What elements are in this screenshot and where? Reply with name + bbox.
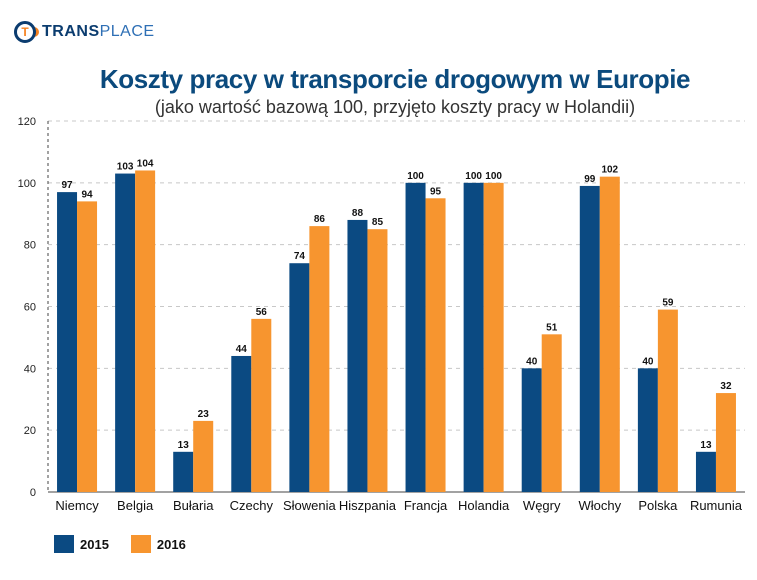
data-label-2015: 13 bbox=[700, 440, 712, 451]
bar-2016 bbox=[425, 198, 446, 492]
legend-item-2015: 2015 bbox=[54, 535, 109, 553]
data-label-2015: 40 bbox=[642, 356, 654, 367]
x-tick-label: Niemcy bbox=[55, 498, 99, 513]
data-label-2015: 13 bbox=[178, 440, 190, 451]
data-label-2015: 44 bbox=[236, 344, 248, 355]
transplace-logo: T TRANSPLACE bbox=[14, 20, 155, 44]
y-tick-label: 40 bbox=[24, 363, 36, 375]
bar-2016 bbox=[193, 420, 214, 492]
data-label-2016: 59 bbox=[662, 298, 674, 309]
y-tick-label: 0 bbox=[30, 487, 36, 499]
data-label-2016: 56 bbox=[256, 307, 268, 318]
data-label-2016: 95 bbox=[430, 186, 442, 197]
bar-2015 bbox=[347, 219, 368, 492]
legend-label-2015: 2015 bbox=[80, 536, 109, 552]
bar-2015 bbox=[115, 173, 136, 492]
data-label-2016: 86 bbox=[314, 214, 326, 225]
x-tick-label: Włochy bbox=[578, 498, 621, 513]
bar-2015 bbox=[57, 192, 78, 492]
data-label-2015: 103 bbox=[117, 162, 134, 173]
x-tick-label: Węgry bbox=[523, 498, 561, 513]
chart-subtitle: (jako wartość bazową 100, przyjęto koszt… bbox=[154, 97, 636, 117]
bar-2015 bbox=[695, 451, 716, 492]
x-tick-label: Słowenia bbox=[283, 498, 337, 513]
bar-2016 bbox=[135, 170, 156, 492]
x-tick-label: Polska bbox=[638, 498, 678, 513]
bar-2015 bbox=[173, 451, 194, 492]
x-tick-label: Rumunia bbox=[690, 498, 743, 513]
bar-2015 bbox=[463, 182, 484, 493]
legend-item-2016: 2016 bbox=[130, 535, 186, 553]
logo-wordmark: TRANSPLACE bbox=[42, 23, 155, 40]
bar-2016 bbox=[657, 309, 678, 492]
bar-2016 bbox=[251, 318, 272, 492]
logo-mark-icon: T bbox=[14, 21, 39, 43]
y-tick-label: 100 bbox=[18, 178, 36, 190]
x-tick-label: Francja bbox=[404, 498, 448, 513]
x-tick-label: Bułaria bbox=[173, 498, 214, 513]
y-tick-label: 120 bbox=[18, 116, 36, 128]
bar-2015 bbox=[405, 182, 426, 493]
data-label-2016: 100 bbox=[485, 171, 502, 182]
legend-swatch-2016 bbox=[130, 535, 151, 553]
bar-2016 bbox=[483, 182, 504, 493]
bar-2015 bbox=[637, 368, 658, 492]
data-label-2015: 74 bbox=[294, 251, 306, 262]
bar-2015 bbox=[231, 355, 252, 492]
y-tick-label: 20 bbox=[24, 425, 36, 437]
data-label-2015: 100 bbox=[407, 171, 424, 182]
x-tick-label: Hiszpania bbox=[339, 498, 397, 513]
data-label-2016: 51 bbox=[546, 322, 558, 333]
legend-swatch-2015 bbox=[54, 535, 74, 553]
bar-2016 bbox=[77, 201, 98, 492]
chart-title: Koszty pracy w transporcie drogowym w Eu… bbox=[99, 64, 691, 94]
bar-2016 bbox=[541, 334, 562, 492]
data-label-2016: 23 bbox=[198, 409, 210, 420]
data-label-2016: 102 bbox=[601, 165, 618, 176]
data-label-2016: 32 bbox=[720, 381, 732, 392]
x-tick-label: Holandia bbox=[458, 498, 510, 513]
legend-label-2016: 2016 bbox=[156, 536, 186, 552]
data-label-2015: 99 bbox=[584, 174, 596, 185]
data-label-2016: 94 bbox=[81, 189, 93, 200]
bar-2015 bbox=[289, 263, 310, 492]
bar-2015 bbox=[579, 185, 600, 493]
y-tick-label: 80 bbox=[24, 240, 36, 252]
data-label-2015: 40 bbox=[526, 356, 538, 367]
x-tick-label: Belgia bbox=[117, 498, 154, 513]
bar-2016 bbox=[309, 226, 330, 492]
data-label-2015: 97 bbox=[61, 180, 73, 191]
bar-2016 bbox=[599, 176, 620, 492]
data-label-2016: 104 bbox=[137, 158, 154, 169]
x-tick-label: Czechy bbox=[230, 498, 274, 513]
bar-2016 bbox=[715, 393, 736, 492]
legend: 2015 2016 bbox=[54, 535, 208, 553]
data-label-2015: 88 bbox=[352, 208, 364, 219]
bar-2015 bbox=[521, 368, 542, 492]
data-label-2015: 100 bbox=[465, 171, 482, 182]
bar-2016 bbox=[367, 229, 388, 493]
y-tick-label: 60 bbox=[24, 302, 36, 314]
data-label-2016: 85 bbox=[372, 217, 384, 228]
